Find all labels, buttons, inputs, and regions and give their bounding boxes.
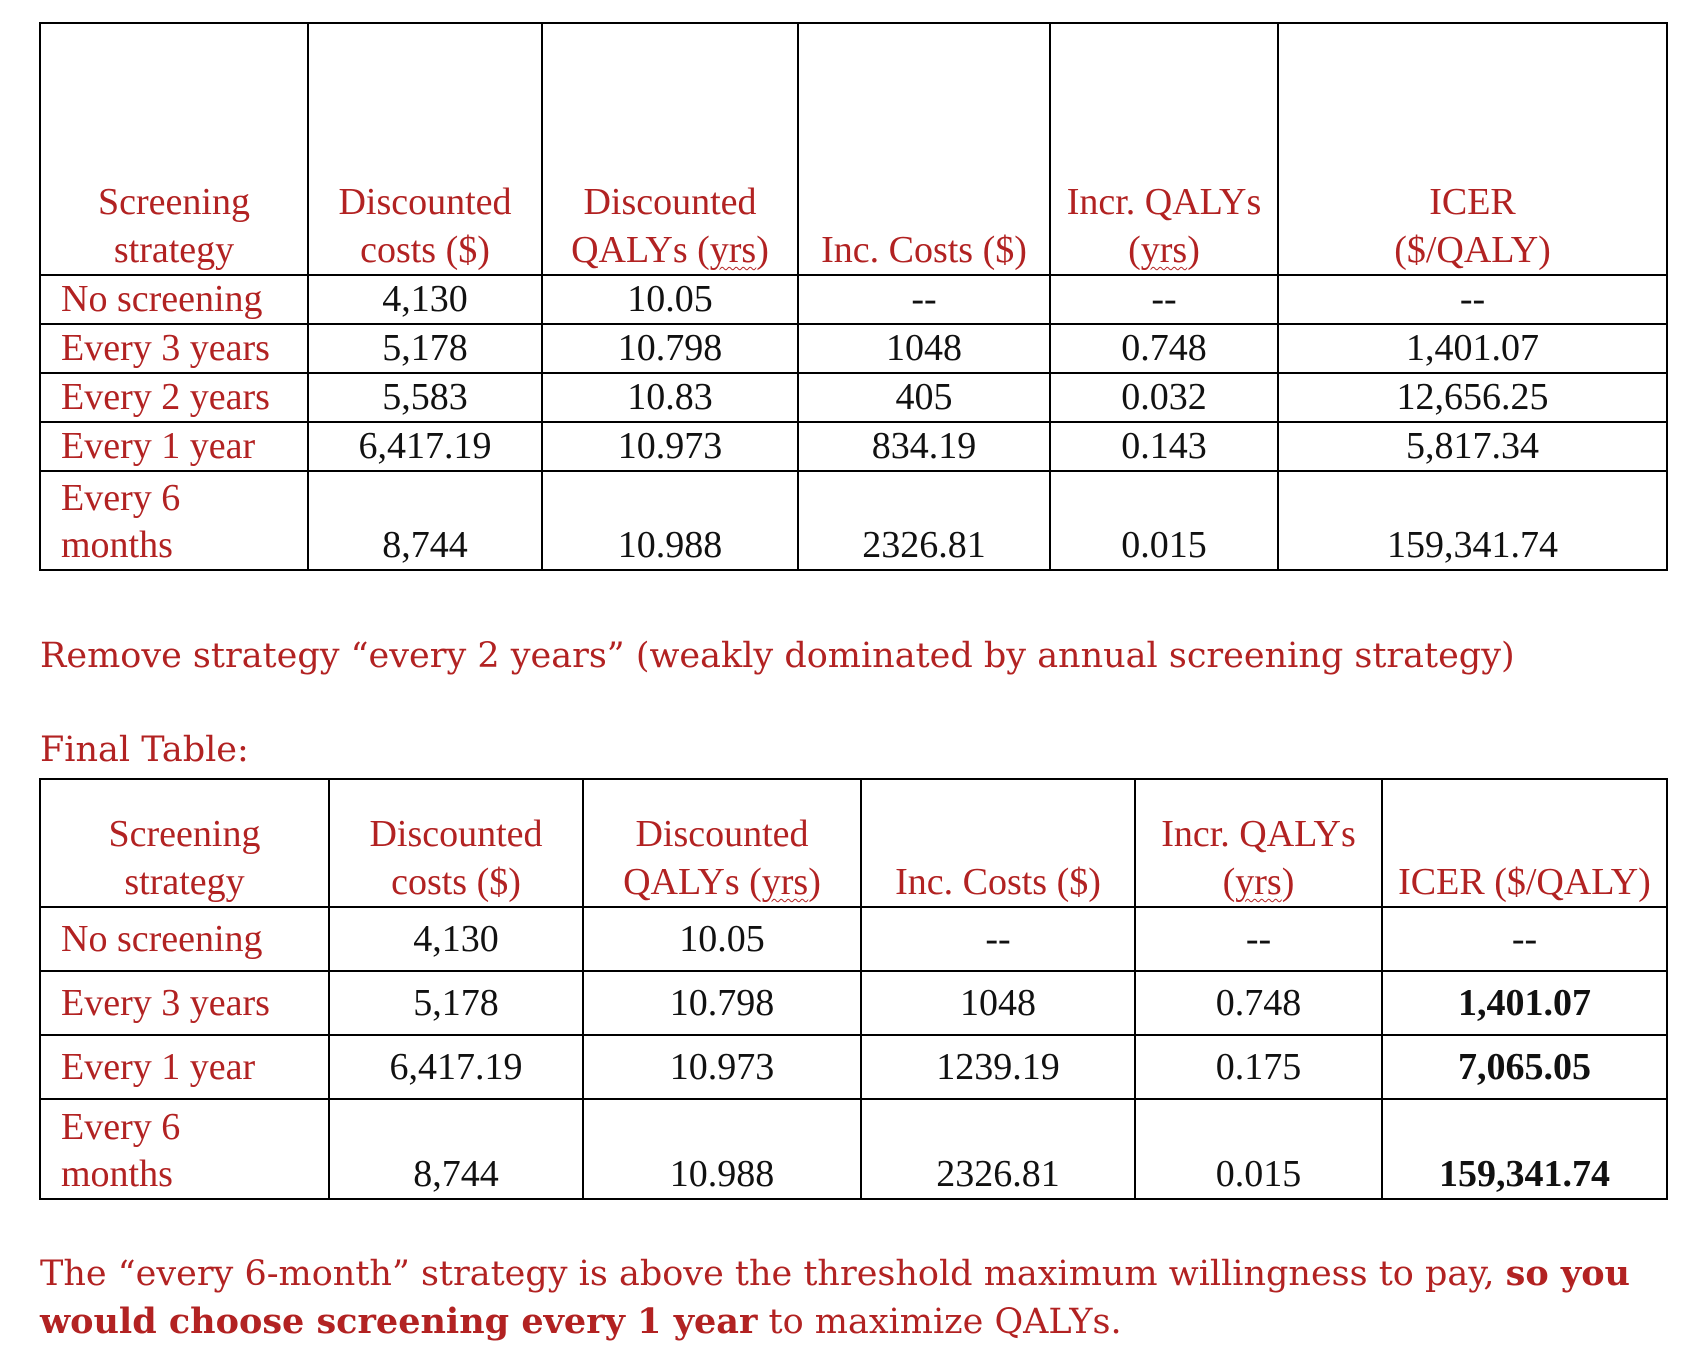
header-inc-costs: Inc. Costs ($) (797, 22, 1051, 276)
qalys-cell: 10.973 (541, 421, 799, 472)
incr-qalys-cell: -- (1134, 906, 1383, 972)
header-qalys: Discounted QALYs (yrs) (541, 22, 799, 276)
icer-cell: 7,065.05 (1381, 1034, 1668, 1100)
header-inc-costs: Inc. Costs ($) (860, 778, 1136, 908)
header-incr-qalys: Incr. QALYs (yrs) (1049, 22, 1279, 276)
table-row: Every 3 years 5,178 10.798 1048 0.748 1,… (39, 970, 1668, 1036)
header-costs: Discounted costs ($) (307, 22, 543, 276)
qalys-cell: 10.988 (582, 1098, 862, 1200)
icer-cell: -- (1381, 906, 1668, 972)
table-row: No screening 4,130 10.05 -- -- -- (39, 274, 1668, 325)
header-strategy: Screening strategy (39, 22, 309, 276)
inc-costs-cell: -- (860, 906, 1136, 972)
costs-cell: 4,130 (328, 906, 584, 972)
inc-costs-cell: 1048 (860, 970, 1136, 1036)
qalys-cell: 10.798 (582, 970, 862, 1036)
header-qalys: Discounted QALYs (yrs) (582, 778, 862, 908)
inc-costs-cell: 1048 (797, 323, 1051, 374)
costs-cell: 6,417.19 (328, 1034, 584, 1100)
inc-costs-cell: 1239.19 (860, 1034, 1136, 1100)
table-header-row: Screening strategy Discounted costs ($) … (39, 778, 1668, 908)
inc-costs-cell: 405 (797, 372, 1051, 423)
qalys-cell: 10.973 (582, 1034, 862, 1100)
costs-cell: 5,178 (328, 970, 584, 1036)
dominance-note: Remove strategy “every 2 years” (weakly … (40, 636, 1515, 676)
incr-qalys-cell: 0.015 (1134, 1098, 1383, 1200)
strategy-cell: Every 1 year (39, 421, 309, 472)
strategy-cell: No screening (39, 906, 330, 972)
icer-cell: 159,341.74 (1277, 470, 1668, 571)
incr-qalys-cell: 0.032 (1049, 372, 1279, 423)
incr-qalys-cell: 0.748 (1134, 970, 1383, 1036)
icer-cell: 1,401.07 (1381, 970, 1668, 1036)
strategy-cell: Every 1 year (39, 1034, 330, 1100)
header-strategy: Screening strategy (39, 778, 330, 908)
qalys-cell: 10.798 (541, 323, 799, 374)
costs-cell: 8,744 (307, 470, 543, 571)
costs-cell: 4,130 (307, 274, 543, 325)
inc-costs-cell: 2326.81 (860, 1098, 1136, 1200)
conclusion-emphasis: so you would choose screening every 1 ye… (40, 1253, 1630, 1342)
table-row: Every 2 years 5,583 10.83 405 0.032 12,6… (39, 372, 1668, 423)
qalys-cell: 10.05 (582, 906, 862, 972)
conclusion-note: The “every 6-month” strategy is above th… (40, 1250, 1680, 1346)
costs-cell: 5,583 (307, 372, 543, 423)
costs-cell: 8,744 (328, 1098, 584, 1200)
inc-costs-cell: 834.19 (797, 421, 1051, 472)
header-icer: ICER ($/QALY) (1277, 22, 1668, 276)
header-incr-qalys: Incr. QALYs (yrs) (1134, 778, 1383, 908)
incr-qalys-cell: 0.748 (1049, 323, 1279, 374)
incr-qalys-cell: 0.143 (1049, 421, 1279, 472)
table-row: Every 6 months 8,744 10.988 2326.81 0.01… (39, 470, 1668, 571)
conclusion-text-start: The “every 6-month” strategy is above th… (40, 1254, 1506, 1294)
strategy-table-final: Screening strategy Discounted costs ($) … (39, 778, 1668, 1200)
header-costs: Discounted costs ($) (328, 778, 584, 908)
conclusion-text-end: to maximize QALYs. (757, 1302, 1122, 1342)
strategy-cell: Every 2 years (39, 372, 309, 423)
costs-cell: 6,417.19 (307, 421, 543, 472)
header-icer: ICER ($/QALY) (1381, 778, 1668, 908)
table-row: Every 1 year 6,417.19 10.973 1239.19 0.1… (39, 1034, 1668, 1100)
incr-qalys-cell: 0.175 (1134, 1034, 1383, 1100)
icer-cell: 5,817.34 (1277, 421, 1668, 472)
table-header-row: Screening strategy Discounted costs ($) … (39, 22, 1668, 276)
table-row: Every 1 year 6,417.19 10.973 834.19 0.14… (39, 421, 1668, 472)
costs-cell: 5,178 (307, 323, 543, 374)
qalys-cell: 10.05 (541, 274, 799, 325)
icer-cell: 12,656.25 (1277, 372, 1668, 423)
icer-cell: 159,341.74 (1381, 1098, 1668, 1200)
inc-costs-cell: -- (797, 274, 1051, 325)
strategy-cell: Every 6 months (39, 470, 309, 571)
table-row: Every 3 years 5,178 10.798 1048 0.748 1,… (39, 323, 1668, 374)
icer-cell: 1,401.07 (1277, 323, 1668, 374)
strategy-cell: Every 6 months (39, 1098, 330, 1200)
strategy-cell: No screening (39, 274, 309, 325)
inc-costs-cell: 2326.81 (797, 470, 1051, 571)
qalys-cell: 10.988 (541, 470, 799, 571)
icer-cell: -- (1277, 274, 1668, 325)
strategy-cell: Every 3 years (39, 323, 309, 374)
qalys-cell: 10.83 (541, 372, 799, 423)
incr-qalys-cell: -- (1049, 274, 1279, 325)
strategy-table-initial: Screening strategy Discounted costs ($) … (39, 22, 1668, 571)
table-row: Every 6 months 8,744 10.988 2326.81 0.01… (39, 1098, 1668, 1200)
incr-qalys-cell: 0.015 (1049, 470, 1279, 571)
table-row: No screening 4,130 10.05 -- -- -- (39, 906, 1668, 972)
strategy-cell: Every 3 years (39, 970, 330, 1036)
final-table-label: Final Table: (40, 730, 249, 770)
